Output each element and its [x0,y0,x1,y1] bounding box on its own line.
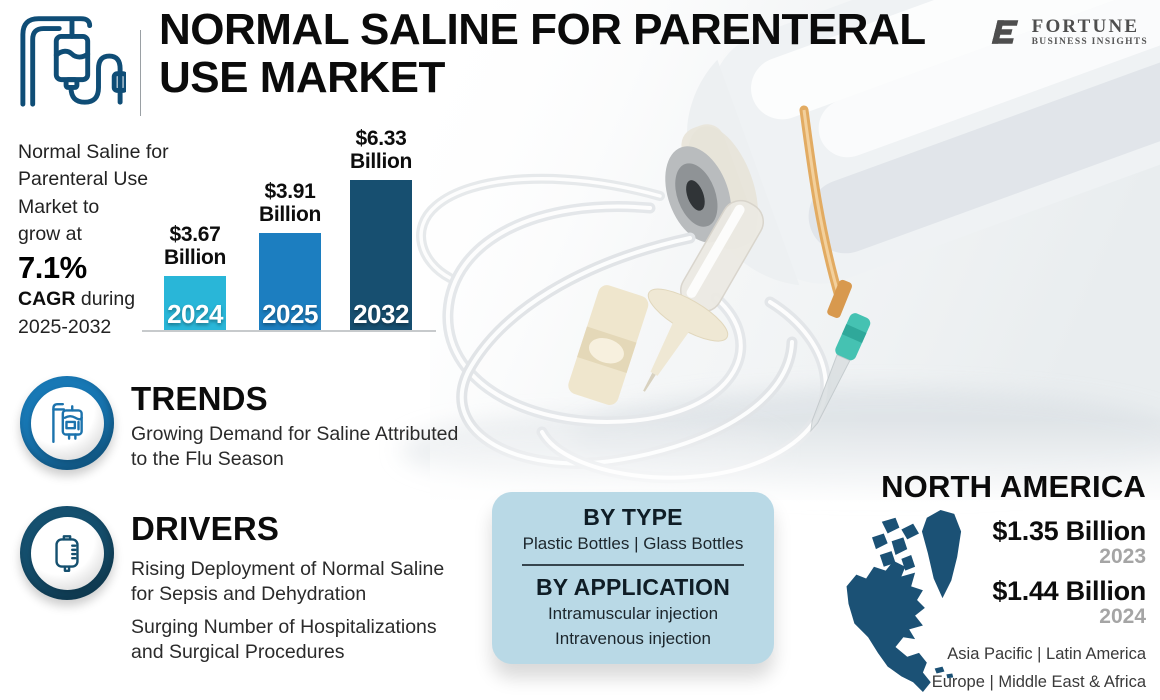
growth-note-line: Normal Saline for [18,141,169,163]
logo-subname: BUSINESS INSIGHTS [1031,36,1148,47]
north-america-map [846,509,962,693]
segments-divider [522,564,744,567]
fortune-business-insights-logo: FORTUNE BUSINESS INSIGHTS [986,14,1148,50]
bar-2025: 2025 [259,233,321,330]
drivers-item: Rising Deployment of Normal Saline for S… [131,558,445,605]
bar-group-2024: $3.67 Billion 2024 [164,223,226,330]
region-stat-2023: $1.35 Billion 2023 [992,517,1146,569]
trends-badge-inner [30,386,104,460]
trends-title: TRENDS [131,380,268,417]
other-regions: Asia Pacific | Latin America Europe | Mi… [932,641,1146,696]
other-regions-line: Europe | Middle East & Africa [931,672,1146,691]
header-divider [140,30,141,116]
region-stat-2024: $1.44 Billion 2024 [992,577,1146,629]
trends-badge [20,376,114,470]
by-application-item: Intravenous injection [555,629,711,649]
other-regions-line: Asia Pacific | Latin America [947,645,1146,663]
bar-value-label: $3.91 Billion [258,179,322,227]
logo-name: FORTUNE [1031,15,1140,37]
region-stat-year: 2024 [1099,605,1146,629]
growth-note: Normal Saline for Parenteral Use Market … [18,139,183,341]
bar-group-2032: $6.33 Billion 2032 [350,127,412,330]
roller-clamp [568,285,649,405]
segments-box: BY TYPE Plastic Bottles | Glass Bottles … [492,492,774,664]
cagr-line: CAGR during [18,288,136,311]
bar-value-label: $6.33 Billion [349,126,413,174]
drivers-title: DRIVERS [131,510,280,547]
fortune-logo-mark [991,20,1018,44]
region-stat-value: $1.44 Billion [992,576,1146,606]
forecast-period: 2025-2032 [18,315,112,338]
growth-note-line: Market to [18,195,100,218]
bar-2032: 2032 [350,180,412,330]
bar-group-2025: $3.91 Billion 2025 [259,180,321,330]
by-application-item: Intramuscular injection [547,603,719,623]
market-size-bar-chart: $3.67 Billion 2024 $3.91 Billion 2025 $6.3… [142,118,436,332]
bar-value-label: $3.67 Billion [163,222,227,270]
by-application-title: BY APPLICATION [535,574,731,601]
cagr-value: 7.1% [18,249,87,285]
by-type-items: Plastic Bottles | Glass Bottles [522,534,744,554]
growth-note-line: grow at [18,223,82,246]
by-type-title: BY TYPE [583,504,683,530]
drip-chamber [643,199,764,392]
drivers-badge-inner [30,516,104,590]
iv-bag-icon [55,535,79,572]
iv-drip-bottle-icon [20,16,126,107]
chart-baseline [142,330,436,332]
region-stat-value: $1.35 Billion [992,516,1146,546]
page-title: NORMAL SALINE FOR PARENTERAL USE MARKET [159,5,926,102]
region-title: NORTH AMERICA [881,469,1146,504]
trends-text: Growing Demand for Saline Attributed to … [131,423,459,470]
region-stat-year: 2023 [1099,545,1146,569]
drivers-item: Surging Number of Hospitalizations and S… [131,616,437,663]
drivers-badge [20,506,114,600]
needle-line [799,105,871,433]
iv-bag-on-pole-icon [52,402,83,444]
growth-note-line: Parenteral Use [18,168,149,191]
bar-2024: 2024 [164,276,226,330]
